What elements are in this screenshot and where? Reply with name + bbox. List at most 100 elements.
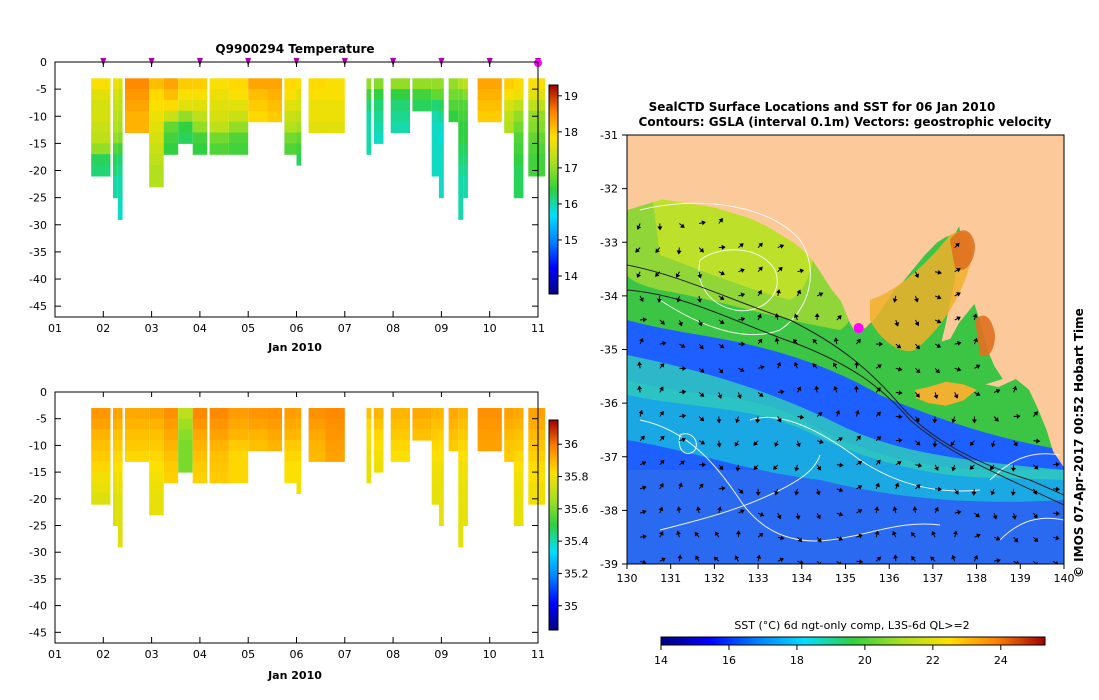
profile-cell bbox=[448, 429, 459, 441]
profile-cell bbox=[296, 408, 302, 420]
velocity-arrow-head bbox=[1055, 535, 1060, 541]
velocity-arrow-head bbox=[975, 364, 981, 369]
profile-cell bbox=[149, 175, 164, 188]
salinity-x-label: Jan 2010 bbox=[267, 669, 322, 682]
y-tick-label: -35 bbox=[29, 246, 47, 259]
profile-cell bbox=[390, 110, 410, 123]
profile-cell bbox=[458, 143, 464, 155]
colorbar-tick-label: 19 bbox=[564, 90, 578, 103]
colorbar-tick-label: 14 bbox=[564, 270, 578, 283]
profile-cell bbox=[431, 132, 442, 144]
profile-cell bbox=[113, 100, 118, 112]
profile-cell bbox=[308, 408, 328, 420]
profile-cell bbox=[463, 100, 468, 112]
velocity-arrow-head bbox=[915, 344, 921, 350]
profile-cell bbox=[117, 472, 123, 484]
lon-tick-label: 140 bbox=[1054, 572, 1075, 585]
profile-cell bbox=[504, 450, 519, 462]
velocity-arrow-head bbox=[1010, 491, 1016, 496]
profile-cell bbox=[439, 154, 444, 166]
velocity-arrow-head bbox=[936, 294, 942, 300]
velocity-arrow-head bbox=[740, 292, 746, 298]
velocity-arrow-head bbox=[659, 435, 665, 441]
x-tick-label: 09 bbox=[434, 648, 448, 661]
profile-cell bbox=[463, 450, 468, 462]
y-tick-label: -15 bbox=[29, 466, 47, 479]
velocity-arrow-head bbox=[760, 365, 765, 370]
profile-cell bbox=[113, 175, 118, 188]
sst-colorbar-tick-label: 20 bbox=[858, 654, 872, 667]
profile-cell bbox=[267, 418, 282, 430]
velocity-arrow-head bbox=[955, 242, 960, 248]
profile-cell bbox=[163, 110, 179, 123]
profile-cell bbox=[448, 100, 459, 112]
profile-cell bbox=[113, 408, 118, 420]
velocity-arrow-head bbox=[874, 506, 880, 511]
profile-cell bbox=[439, 493, 444, 505]
velocity-arrow-head bbox=[897, 366, 903, 372]
profile-cell bbox=[463, 121, 468, 134]
profile-cell bbox=[149, 440, 164, 452]
velocity-arrow-head bbox=[715, 531, 720, 537]
velocity-arrow-head bbox=[915, 417, 920, 423]
profile-cell bbox=[117, 89, 123, 101]
profile-cell bbox=[149, 450, 164, 462]
profile-cell bbox=[463, 132, 468, 144]
profile-cell bbox=[228, 143, 249, 155]
velocity-arrow-head bbox=[973, 555, 978, 560]
sst-colorbar bbox=[660, 636, 1046, 646]
profile-cell bbox=[513, 461, 524, 473]
profile-cell bbox=[448, 110, 459, 123]
profile-cell bbox=[163, 121, 179, 134]
velocity-arrow-head bbox=[776, 361, 782, 367]
velocity-arrow-head bbox=[639, 337, 644, 343]
velocity-arrow-head bbox=[975, 391, 981, 397]
profile-cell bbox=[390, 440, 410, 452]
profile-cell bbox=[458, 440, 464, 452]
velocity-arrow-head bbox=[718, 465, 724, 471]
profile-cell bbox=[284, 450, 299, 462]
velocity-arrow-head bbox=[659, 386, 664, 392]
velocity-arrow-head bbox=[655, 272, 660, 277]
velocity-arrow-head bbox=[776, 417, 782, 423]
profile-cell bbox=[513, 408, 524, 420]
velocity-arrow-head bbox=[1011, 467, 1017, 472]
profile-cell bbox=[431, 482, 442, 494]
velocity-arrow-head bbox=[856, 435, 861, 441]
velocity-arrow-head bbox=[936, 343, 942, 348]
profile-cell bbox=[91, 132, 111, 144]
velocity-arrow-head bbox=[773, 465, 778, 470]
profile-cell bbox=[192, 472, 208, 484]
profile-cell bbox=[458, 514, 464, 526]
profile-cell bbox=[192, 78, 208, 90]
map-panel: SealCTD Surface Locations and SST for 06… bbox=[600, 100, 1086, 667]
profile-cell bbox=[284, 110, 299, 123]
profile-cell bbox=[528, 121, 546, 134]
profile-cell bbox=[209, 429, 229, 441]
velocity-arrow-head bbox=[776, 514, 782, 520]
profile-cell bbox=[439, 165, 444, 177]
velocity-arrow-head bbox=[774, 442, 779, 447]
profile-cell bbox=[477, 100, 502, 112]
profile-cell bbox=[390, 418, 410, 430]
velocity-arrow-head bbox=[656, 298, 662, 303]
velocity-arrow-head bbox=[734, 555, 740, 560]
colorbar-tick-label: 36 bbox=[564, 438, 578, 451]
profile-cell bbox=[504, 418, 519, 430]
profile-cell bbox=[439, 450, 444, 462]
contour-line bbox=[989, 453, 1061, 481]
profile-cell bbox=[113, 461, 118, 473]
profile-cell bbox=[209, 132, 229, 144]
x-tick-label: 06 bbox=[290, 648, 304, 661]
sst-colorbar-tick-label: 18 bbox=[790, 654, 804, 667]
profile-cell bbox=[209, 418, 229, 430]
velocity-arrow-head bbox=[659, 363, 665, 368]
velocity-arrow-head bbox=[892, 530, 897, 536]
profile-cell bbox=[113, 89, 118, 101]
velocity-arrow-head bbox=[662, 341, 667, 346]
x-tick-label: 01 bbox=[48, 648, 62, 661]
velocity-arrow-head bbox=[739, 509, 745, 514]
velocity-arrow-head bbox=[937, 486, 943, 492]
velocity-arrow-head bbox=[1016, 413, 1021, 419]
map-subtitle: Contours: GSLA (interval 0.1m) Vectors: … bbox=[639, 115, 1052, 129]
